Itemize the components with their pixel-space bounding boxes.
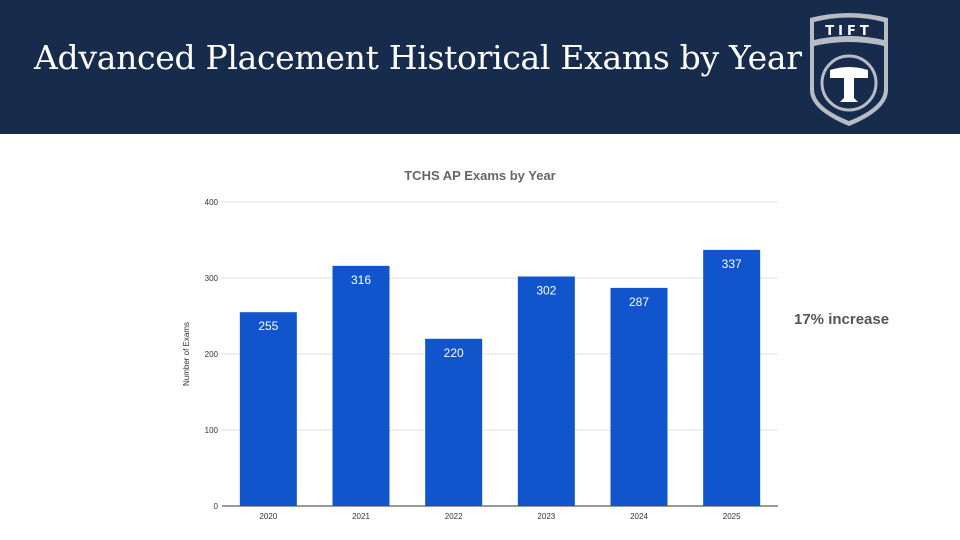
y-tick-label: 200 bbox=[205, 350, 219, 359]
bar-chart: TCHS AP Exams by Year Number of Exams 0 1… bbox=[182, 168, 778, 521]
title-banner: Advanced Placement Historical Exams by Y… bbox=[0, 0, 960, 134]
gridlines bbox=[222, 201, 778, 507]
data-label: 302 bbox=[536, 283, 556, 297]
y-tick-label: 300 bbox=[205, 274, 219, 283]
data-labels: 255 316 220 302 287 337 bbox=[258, 257, 742, 360]
bar-2023 bbox=[517, 276, 575, 506]
bar-2021 bbox=[332, 265, 390, 506]
y-axis-label: Number of Exams bbox=[182, 322, 191, 386]
bar-2025 bbox=[703, 249, 761, 506]
x-tick-label: 2022 bbox=[445, 512, 463, 521]
data-label: 220 bbox=[444, 346, 464, 360]
y-tick-label: 0 bbox=[214, 502, 219, 511]
data-label: 337 bbox=[722, 257, 742, 271]
x-tick-label: 2021 bbox=[352, 512, 370, 521]
x-tick-label: 2020 bbox=[259, 512, 277, 521]
shield-band bbox=[814, 36, 884, 46]
slide-title: Advanced Placement Historical Exams by Y… bbox=[34, 38, 802, 77]
y-tick-label: 400 bbox=[205, 198, 219, 207]
y-tick-labels: 0 100 200 300 400 bbox=[205, 198, 219, 511]
data-label: 316 bbox=[351, 273, 371, 287]
data-label: 287 bbox=[629, 295, 649, 309]
bar-2020 bbox=[239, 312, 297, 506]
logo-text: TIFT bbox=[825, 24, 872, 39]
data-label: 255 bbox=[258, 319, 278, 333]
bars bbox=[239, 249, 761, 506]
x-tick-label: 2024 bbox=[630, 512, 648, 521]
chart-title: TCHS AP Exams by Year bbox=[404, 168, 556, 183]
t-mark-icon bbox=[830, 67, 868, 102]
bar-2022 bbox=[425, 338, 483, 506]
x-tick-label: 2023 bbox=[537, 512, 555, 521]
x-tick-labels: 2020 2021 2022 2023 2024 2025 bbox=[259, 512, 741, 521]
tift-shield-logo: TIFT bbox=[810, 13, 888, 126]
x-tick-label: 2025 bbox=[723, 512, 741, 521]
bar-2024 bbox=[610, 287, 668, 506]
increase-note: 17% increase bbox=[794, 311, 890, 328]
y-tick-label: 100 bbox=[205, 426, 219, 435]
